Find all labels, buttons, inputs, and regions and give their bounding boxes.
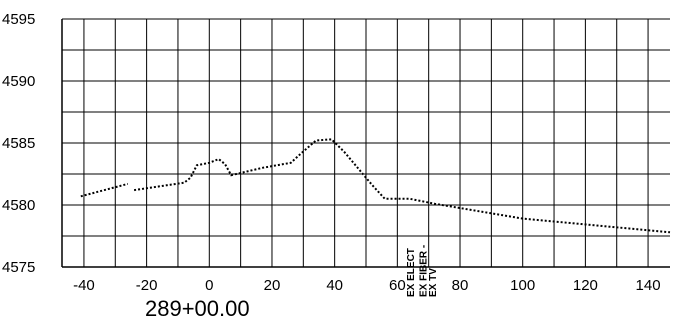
utility-labels: EX ELECT EX FIBER -EX TV xyxy=(406,245,439,297)
ground-profile-series xyxy=(80,138,671,234)
profile-line-segment xyxy=(133,138,671,234)
grid xyxy=(62,18,670,268)
utility-label: EX ELECT xyxy=(406,248,417,297)
station-label: 289+00.00 xyxy=(145,296,250,320)
y-tick-labels: 4575 4580 4585 4590 4595 xyxy=(2,11,35,276)
axes xyxy=(61,18,670,268)
y-tick-label: 4575 xyxy=(2,259,35,276)
x-tick-label: 40 xyxy=(326,277,343,294)
x-tick-label: 120 xyxy=(573,277,598,294)
x-tick-label: 60 xyxy=(389,277,406,294)
x-tick-label: 140 xyxy=(636,277,661,294)
x-tick-labels: -40 -20 0 20 40 60 80 100 120 140 xyxy=(73,277,660,294)
utility-label: EX FIBER - xyxy=(418,245,429,297)
x-tick-label: 80 xyxy=(452,277,469,294)
x-tick-label: 0 xyxy=(205,277,213,294)
x-tick-label: -20 xyxy=(136,277,158,294)
utility-label: EX TV xyxy=(428,268,439,297)
y-tick-label: 4585 xyxy=(2,135,35,152)
x-tick-label: -40 xyxy=(73,277,95,294)
x-tick-label: 100 xyxy=(510,277,535,294)
y-tick-label: 4580 xyxy=(2,197,35,214)
x-tick-label: 20 xyxy=(264,277,281,294)
profile-line-segment xyxy=(80,182,129,198)
y-tick-label: 4595 xyxy=(2,11,35,28)
y-tick-label: 4590 xyxy=(2,73,35,90)
